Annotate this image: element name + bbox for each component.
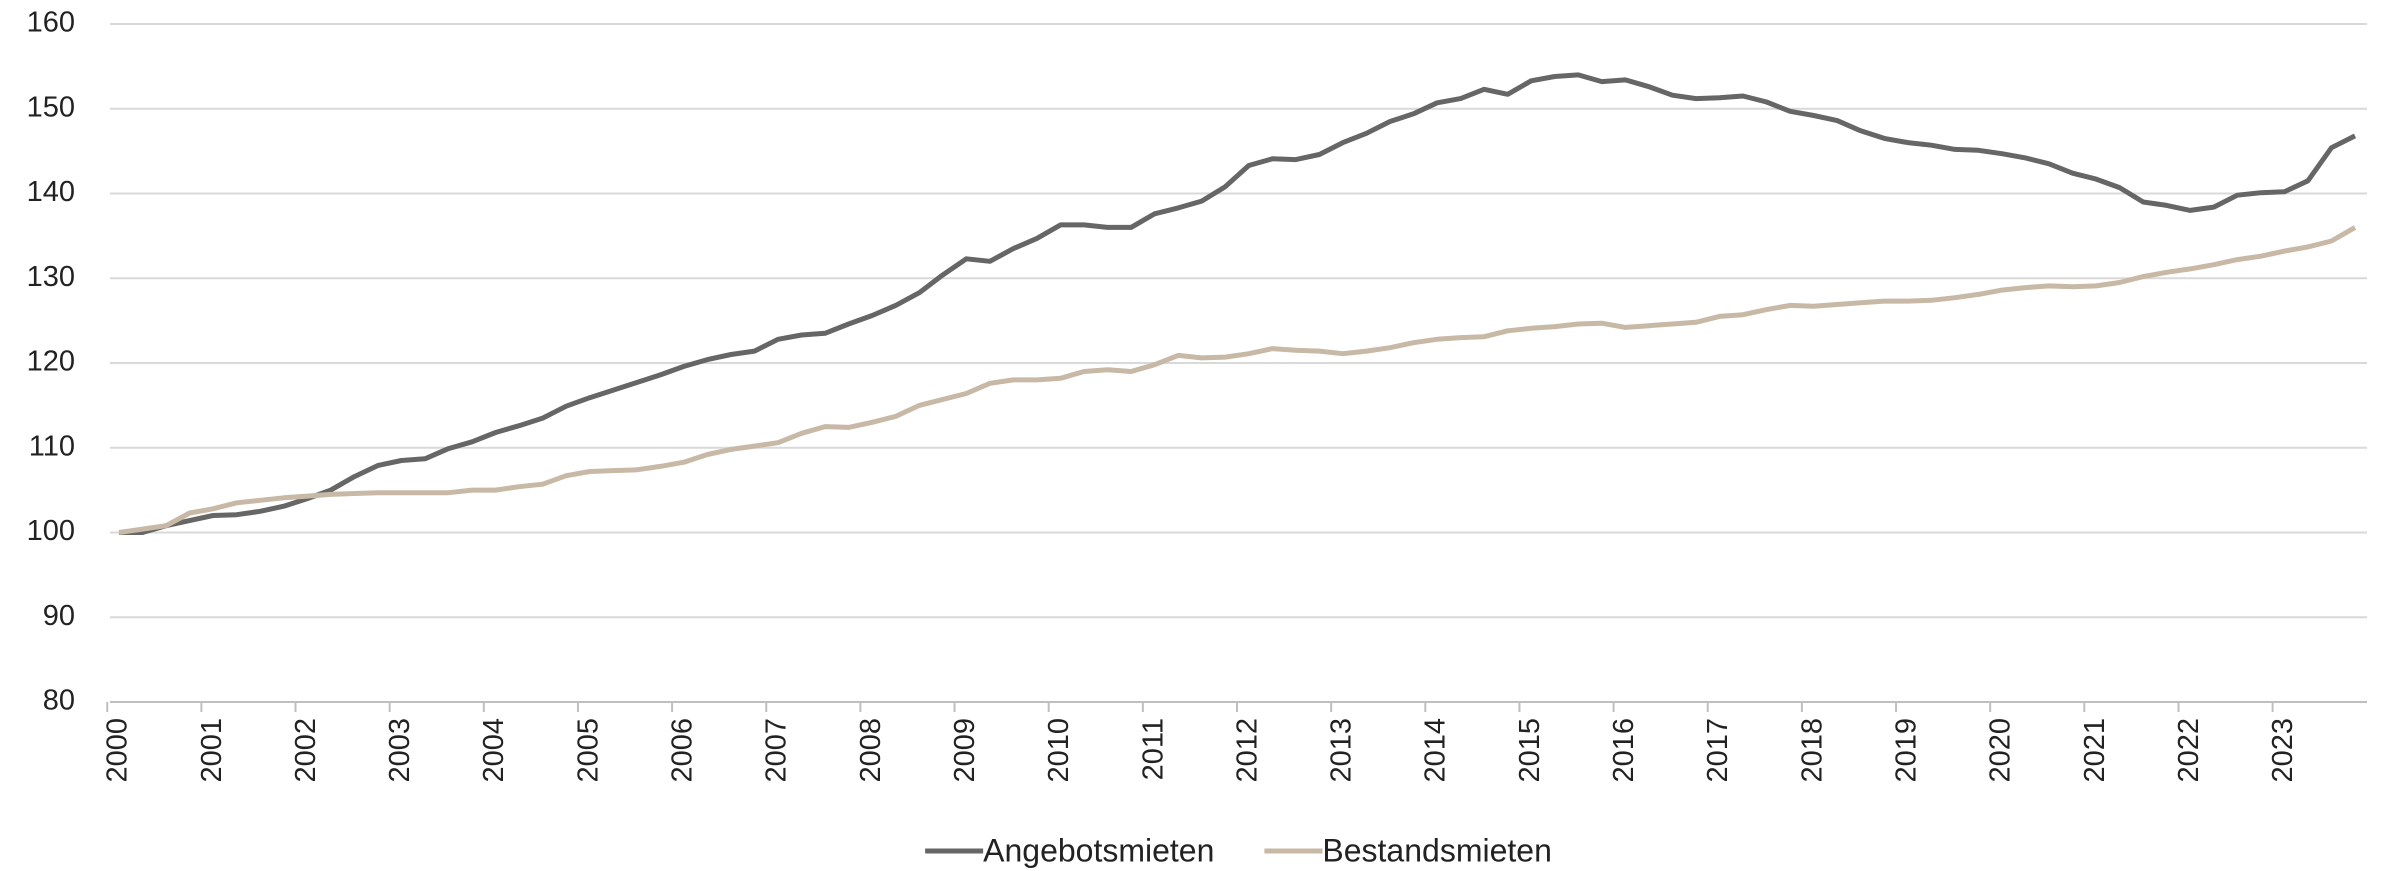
- x-tick-label: 2021: [2079, 718, 2111, 783]
- x-tick-label: 2005: [572, 718, 604, 783]
- y-tick-label: 120: [27, 346, 75, 378]
- y-tick-label: 110: [29, 430, 75, 462]
- x-tick-label: 2023: [2267, 718, 2299, 783]
- x-tick-label: 2017: [1702, 718, 1734, 783]
- x-tick-label: 2007: [761, 718, 793, 783]
- x-tick-label: 2013: [1326, 718, 1358, 783]
- legend: Angebotsmieten Bestandsmieten: [925, 832, 1552, 868]
- legend-label: Angebotsmieten: [983, 832, 1214, 868]
- x-tick-label: 2011: [1137, 718, 1169, 780]
- x-tick-label: 2014: [1420, 718, 1452, 783]
- x-tick-label: 2016: [1608, 718, 1640, 783]
- y-tick-label: 140: [27, 176, 75, 208]
- x-tick-label: 2001: [196, 718, 228, 783]
- series-line: [118, 225, 2357, 535]
- x-tick-label: 2000: [102, 718, 134, 783]
- series-line: [119, 72, 2357, 535]
- x-tick-label: 2018: [1796, 718, 1828, 783]
- y-tick-label: 130: [27, 261, 75, 293]
- x-tick-label: 2012: [1231, 718, 1263, 783]
- x-tick-label: 2019: [1890, 718, 1922, 783]
- x-tick-label: 2008: [855, 718, 887, 783]
- x-tick-label: 2006: [667, 718, 699, 783]
- x-tick-label: 2002: [290, 718, 322, 783]
- x-tick-label: 2004: [478, 718, 510, 783]
- x-tick-label: 2009: [949, 718, 981, 783]
- legend-label: Bestandsmieten: [1322, 832, 1551, 868]
- x-tick-label: 2003: [384, 718, 416, 783]
- y-tick-label: 150: [27, 91, 75, 123]
- y-tick-label: 100: [27, 515, 75, 547]
- y-tick-label: 90: [43, 600, 75, 632]
- y-tick-label: 80: [43, 685, 75, 717]
- x-tick-label: 2020: [1985, 718, 2017, 783]
- x-tick-label: 2022: [2173, 718, 2205, 783]
- x-tick-label: 2015: [1514, 718, 1546, 783]
- x-tick-label: 2010: [1043, 718, 1075, 783]
- y-tick-label: 160: [27, 7, 75, 39]
